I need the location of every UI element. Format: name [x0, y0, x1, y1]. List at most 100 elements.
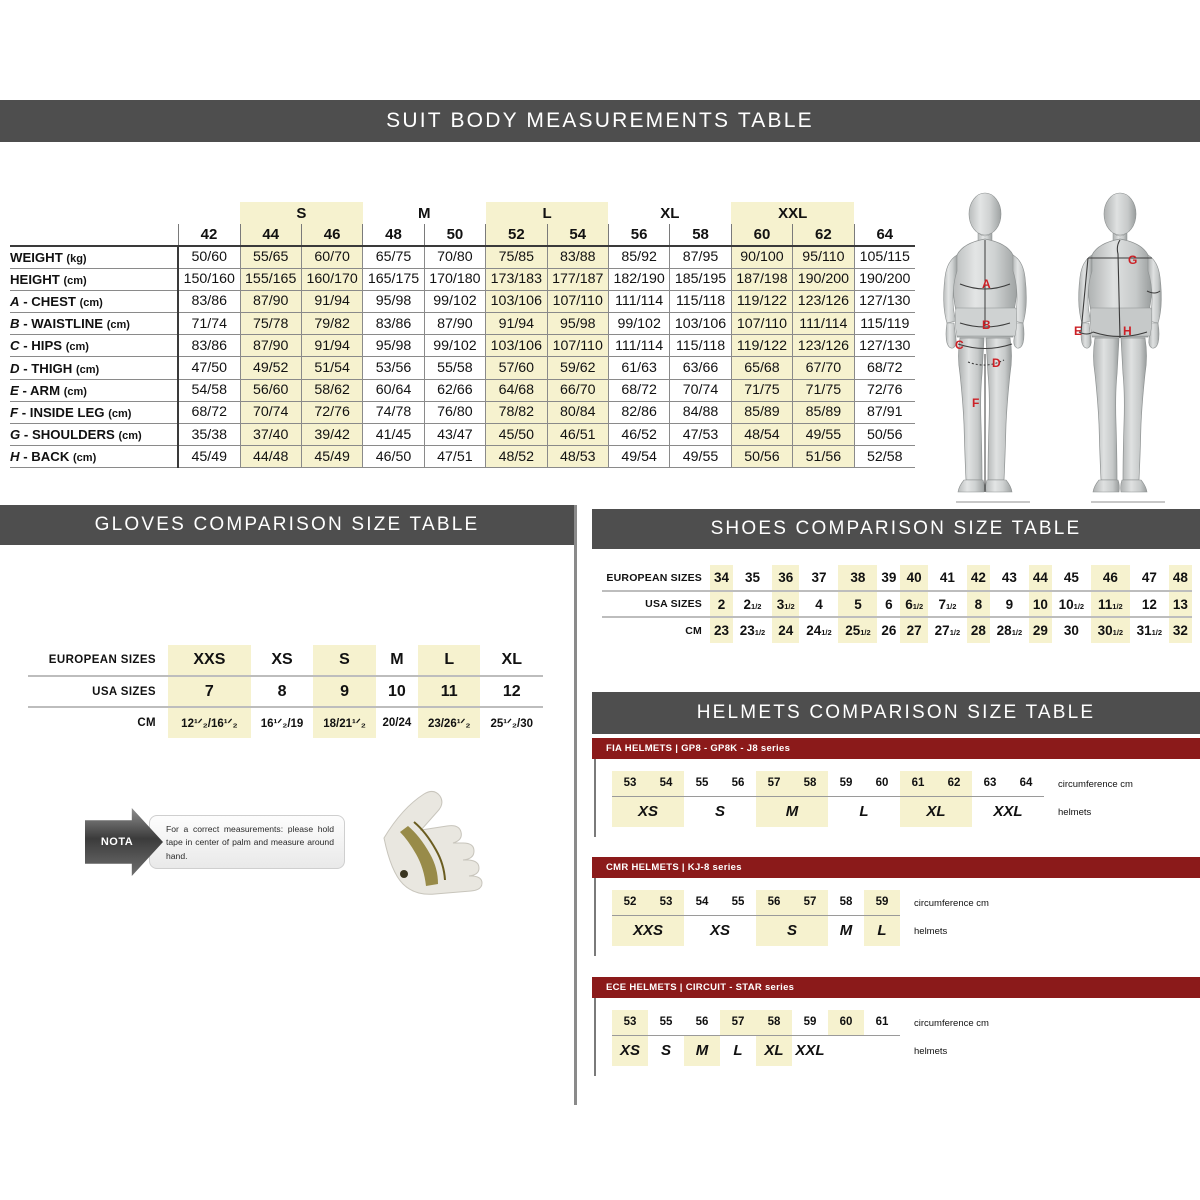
- gloves-cell: 18/21¹ᐟ₂: [313, 707, 376, 738]
- table-row: USA SIZES 2 21/2 31/2 4 5 6 61/2 71/2 8 9 10 101/2 11…: [602, 591, 1192, 618]
- gloves-cell: 9: [313, 676, 376, 708]
- suit-cell: 55/58: [423, 356, 486, 380]
- helmet-size-l: L: [864, 916, 900, 946]
- gloves-cell: 12: [480, 676, 543, 708]
- gloves-title: GLOVES COMPARISON SIZE TABLE: [94, 514, 480, 535]
- helmet-circumference-cell: 55: [659, 1016, 673, 1028]
- suit-cell: 65/68: [730, 356, 793, 380]
- shoes-size-table: EUROPEAN SIZES 34 35 36 37 38 39 40 41 42 43 44 45 46…: [602, 565, 1192, 643]
- gloves-row-label: EUROPEAN SIZES: [28, 645, 168, 677]
- suit-group-xxl: XXL: [731, 202, 855, 224]
- shoes-title: SHOES COMPARISON SIZE TABLE: [710, 518, 1082, 539]
- shoes-cell: 13: [1168, 591, 1192, 618]
- suit-cell: 105/115: [853, 246, 915, 269]
- suit-cell: 37/40: [239, 423, 302, 447]
- helmet-circumference-cell: 59: [839, 777, 853, 789]
- helmet-circumference-cell: 58: [792, 771, 828, 796]
- marker-D: D: [992, 356, 1001, 370]
- helmet-band-label: CMR HELMETS | KJ-8 series: [592, 857, 1200, 878]
- suit-cell: 78/82: [485, 401, 548, 425]
- suit-cell: 52/58: [853, 445, 915, 469]
- shoes-cell: 36: [771, 565, 800, 592]
- suit-group-none: [854, 202, 915, 224]
- suit-cell: 45/49: [177, 445, 240, 469]
- suit-cell: 107/110: [546, 334, 609, 358]
- shoes-cell: 44: [1028, 565, 1052, 592]
- suit-cell: 43/47: [423, 423, 486, 447]
- suit-cell: 190/200: [792, 268, 855, 291]
- helmet-circumference-cell: 56: [731, 777, 745, 789]
- gloves-row-label: USA SIZES: [28, 676, 168, 708]
- suit-cell: 56/60: [239, 379, 302, 402]
- suit-cell: 70/74: [239, 401, 302, 425]
- marker-H: H: [1123, 324, 1132, 338]
- table-row: E - ARM (cm) 54/58 56/60 58/62 60/64 62/66 64/…: [10, 379, 915, 402]
- nota-text: For a correct measurements: please hold …: [166, 824, 334, 861]
- helmet-circumference-cell: 56: [756, 890, 792, 915]
- helmet-block: FIA HELMETS | GP8 - GP8K - J8 series 53 54…: [592, 738, 1200, 837]
- shoes-cell: 29: [1028, 617, 1052, 643]
- suit-size-58: 58: [669, 224, 732, 247]
- suit-corner-cell: [10, 202, 178, 224]
- helmet-band-label: ECE HELMETS | CIRCUIT - STAR series: [592, 977, 1200, 998]
- shoes-cell: 40: [900, 565, 928, 592]
- shoes-row-label: CM: [685, 624, 702, 637]
- helmets-title: HELMETS COMPARISON SIZE TABLE: [696, 702, 1096, 723]
- suit-cell: 95/110: [792, 246, 855, 269]
- suit-group-s: S: [240, 202, 363, 224]
- helmet-circumference-cell: 52: [612, 890, 648, 915]
- shoes-cell: 9: [989, 591, 1029, 618]
- gloves-cell: XXS: [168, 645, 251, 677]
- suit-cell: 91/94: [300, 334, 363, 358]
- suit-cell: 75/78: [239, 312, 302, 336]
- helmet-circumference-cell: 59: [864, 890, 900, 915]
- suit-cell: 50/56: [730, 445, 793, 469]
- helmet-circumference-cell: 53: [648, 890, 684, 915]
- table-row: EUROPEAN SIZES 34 35 36 37 38 39 40 41 42 43 44 45 46…: [602, 565, 1192, 592]
- table-row: EUROPEAN SIZES XXS XS S M L XL: [28, 645, 543, 677]
- helmet-size-xs: XS: [612, 797, 684, 827]
- helmet-circumference-cell: 55: [695, 777, 709, 789]
- shoes-table-body: EUROPEAN SIZES 34 35 36 37 38 39 40 41 42 43 44 45 46…: [602, 565, 1192, 643]
- suit-cell: 46/52: [607, 423, 670, 447]
- suit-cell: 79/82: [300, 312, 363, 336]
- suit-group-m: M: [417, 204, 431, 222]
- helmets-title-bar: HELMETS COMPARISON SIZE TABLE: [592, 692, 1200, 734]
- suit-cell: 150/160: [177, 268, 240, 291]
- suit-row-label: H - BACK (cm): [10, 445, 178, 469]
- shoes-cell: 32: [1168, 617, 1192, 643]
- marker-G: G: [1128, 253, 1137, 267]
- suit-cell: 49/54: [607, 445, 670, 469]
- suit-cell: 75/85: [485, 246, 548, 269]
- suit-size-46: 46: [300, 224, 363, 247]
- suit-cell: 71/74: [177, 312, 240, 336]
- shoes-cell: 6: [877, 591, 901, 618]
- helmet-circumference-cell: 60: [828, 1010, 864, 1035]
- suit-cell: 83/86: [177, 334, 240, 358]
- suit-cell: 67/70: [792, 356, 855, 380]
- shoes-cell: 46: [1090, 565, 1130, 592]
- table-row: WEIGHT (kg) 50/60 55/65 60/70 65/75 70/80 75/8…: [10, 246, 915, 269]
- suit-cell: 41/45: [362, 423, 425, 447]
- suit-cell: 170/180: [423, 268, 486, 291]
- suit-cell: 68/72: [607, 379, 670, 402]
- marker-A: A: [982, 277, 991, 291]
- gloves-cell: 20/24: [382, 717, 412, 729]
- suit-cell: 87/91: [853, 401, 915, 425]
- suit-cell: 99/102: [423, 334, 486, 358]
- helmet-circumference-cell: 53: [612, 1010, 648, 1035]
- suit-row-label: A - CHEST (cm): [10, 290, 178, 314]
- suit-group-row: S M L XL XXL: [10, 202, 915, 224]
- suit-cell: 35/38: [177, 423, 240, 447]
- shoes-cell: 241/2: [806, 623, 832, 638]
- suit-body: S M L XL XXL 42 44 46 48 50 52 54 56 58 60 62 64 WEIGHT…: [0, 142, 1200, 503]
- marker-F: F: [972, 396, 979, 410]
- helmet-sizes-row: XS S M L XL XXL helmets: [592, 1036, 1200, 1066]
- suit-cell: 39/42: [300, 423, 363, 447]
- suit-size-corner: [10, 224, 178, 247]
- suit-title: SUIT BODY MEASUREMENTS TABLE: [386, 109, 814, 132]
- shoes-cell: 71/2: [927, 591, 967, 618]
- suit-cell: 68/72: [177, 401, 240, 425]
- helmet-size-s: S: [714, 803, 725, 820]
